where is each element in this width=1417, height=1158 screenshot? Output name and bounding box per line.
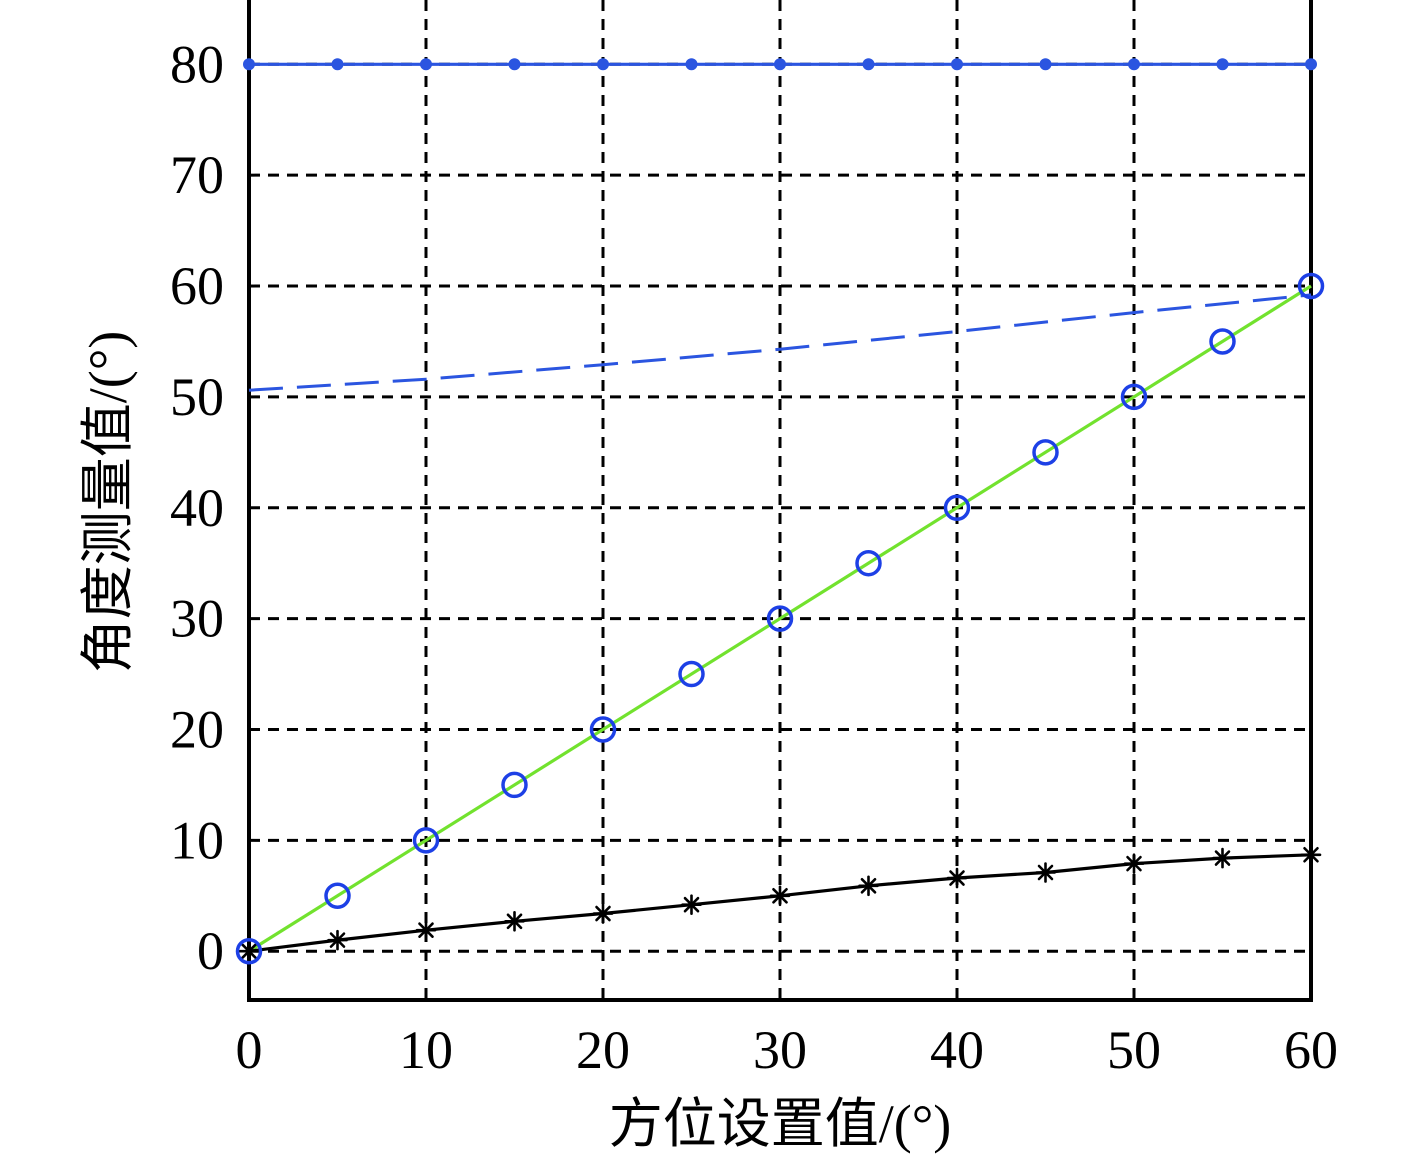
- y-tick-label: 20: [170, 699, 224, 759]
- circle-marker: [1297, 272, 1325, 300]
- y-tick-labels: 0 10 20 30 40 50 60 70 80: [170, 34, 224, 981]
- asterisk-marker: [1212, 847, 1233, 869]
- x-tick-label: 40: [930, 1020, 984, 1080]
- dot-marker: [597, 58, 609, 71]
- series-3-line: [248, 293, 1312, 392]
- circle-marker: [412, 827, 440, 854]
- dot-marker: [243, 58, 255, 71]
- plot-series: [235, 58, 1325, 965]
- x-axis-label: 方位设置值/(°): [609, 1094, 952, 1154]
- dot-marker: [685, 58, 698, 71]
- asterisk-stroke: [418, 922, 434, 938]
- y-tick-label: 40: [170, 478, 224, 538]
- asterisk-stroke: [506, 913, 523, 930]
- circle-marker: [766, 605, 794, 632]
- axes-frame: [247, 0, 1313, 1002]
- asterisk-marker: [858, 875, 879, 897]
- asterisk-marker: [1123, 853, 1145, 874]
- circle-marker: [855, 549, 882, 577]
- asterisk-stroke: [860, 878, 877, 894]
- y-tick-label: 80: [170, 34, 224, 94]
- circle-marker: [589, 716, 617, 743]
- asterisk-marker: [592, 903, 614, 924]
- dot-marker: [1305, 58, 1317, 71]
- circle-marker: [324, 882, 351, 910]
- circle-marker: [678, 660, 705, 688]
- x-tick-label: 10: [399, 1020, 453, 1080]
- asterisk-marker: [238, 940, 260, 962]
- asterisk-marker: [946, 867, 968, 889]
- dot-marker: [1128, 58, 1140, 71]
- circle-marker: [1120, 383, 1148, 411]
- x-tick-label: 60: [1284, 1020, 1338, 1080]
- y-tick-label: 50: [170, 367, 224, 427]
- series-1-line: [248, 284, 1312, 953]
- y-tick-label: 0: [197, 921, 224, 981]
- dot-marker: [508, 58, 521, 71]
- asterisk-stroke: [241, 943, 257, 960]
- asterisk-marker: [504, 910, 525, 932]
- circle-marker: [235, 937, 263, 965]
- x-tick-label: 20: [576, 1020, 630, 1080]
- series-3: [248, 293, 1312, 392]
- y-tick-label: 30: [170, 589, 224, 649]
- asterisk-marker: [769, 885, 791, 907]
- asterisk-stroke: [1303, 846, 1319, 863]
- asterisk-stroke: [1126, 855, 1142, 872]
- series-1: [248, 284, 1312, 953]
- circle-marker: [1209, 328, 1236, 355]
- dot-marker: [1039, 58, 1052, 71]
- x-tick-label: 0: [236, 1020, 263, 1080]
- x-tick-label: 50: [1107, 1020, 1161, 1080]
- asterisk-stroke: [1037, 864, 1054, 881]
- circle-marker: [1032, 439, 1059, 466]
- asterisk-stroke: [595, 905, 611, 922]
- asterisk-stroke: [329, 932, 346, 948]
- dot-marker: [420, 58, 432, 71]
- x-tick-labels: 0 10 20 30 40 50 60: [236, 1020, 1339, 1080]
- y-tick-label: 70: [170, 145, 224, 205]
- series-2: [238, 844, 1322, 962]
- dot-marker: [331, 58, 344, 71]
- dot-marker: [774, 58, 786, 71]
- circle-marker: [501, 771, 528, 799]
- dot-marker: [862, 58, 875, 71]
- dot-marker: [951, 58, 963, 71]
- y-tick-label: 10: [170, 810, 224, 870]
- asterisk-stroke: [772, 887, 788, 904]
- x-tick-label: 30: [753, 1020, 807, 1080]
- y-axis-label: 角度测量值/(°): [78, 331, 138, 674]
- asterisk-marker: [681, 894, 702, 915]
- y-tick-label: 60: [170, 256, 224, 316]
- series-5: [235, 272, 1325, 965]
- asterisk-marker: [415, 919, 437, 941]
- asterisk-marker: [1300, 844, 1322, 866]
- asterisk-stroke: [683, 896, 700, 913]
- asterisk-marker: [327, 929, 348, 951]
- asterisk-stroke: [949, 870, 965, 886]
- series-4: [243, 58, 1317, 71]
- asterisk-marker: [1035, 862, 1056, 883]
- asterisk-stroke: [1214, 850, 1231, 866]
- circle-marker: [943, 494, 971, 522]
- dot-marker: [1216, 58, 1229, 71]
